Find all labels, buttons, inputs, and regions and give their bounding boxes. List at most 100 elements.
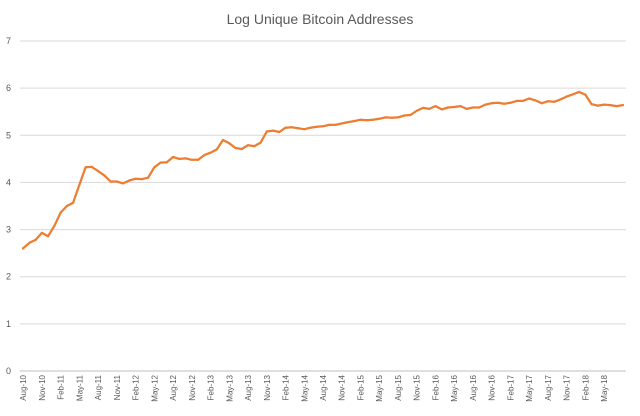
x-axis-ticks: Aug-10 Nov-10 Feb-11 May-11 Aug-11 Nov-11 Feb-… xyxy=(19,374,609,401)
data-point xyxy=(303,128,306,131)
data-point xyxy=(453,105,456,109)
data-point xyxy=(465,107,468,110)
x-tick-label: Feb-18 xyxy=(581,374,590,400)
x-tick-label: Feb-14 xyxy=(282,374,291,400)
y-tick-label: 5 xyxy=(6,130,11,140)
data-point xyxy=(403,114,406,117)
x-tick-label: Nov-14 xyxy=(338,374,347,400)
data-point xyxy=(234,146,237,150)
data-point xyxy=(565,95,568,98)
data-point xyxy=(315,125,318,128)
data-point xyxy=(78,183,81,186)
x-tick-label: Feb-15 xyxy=(356,374,365,400)
data-point xyxy=(471,106,474,109)
x-tick-label: Feb-16 xyxy=(431,374,440,400)
data-point xyxy=(459,105,462,108)
data-point xyxy=(540,102,543,105)
data-point xyxy=(159,161,162,164)
series-layer xyxy=(21,90,625,250)
data-point xyxy=(378,117,381,120)
data-point xyxy=(190,158,193,161)
x-tick-label: Feb-13 xyxy=(207,374,216,400)
y-tick-label: 0 xyxy=(6,366,11,376)
data-point xyxy=(490,102,493,105)
x-tick-label: Feb-12 xyxy=(132,374,141,400)
x-tick-label: Aug-15 xyxy=(394,374,403,400)
data-point xyxy=(103,174,106,177)
x-tick-label: Aug-14 xyxy=(319,374,328,400)
data-point xyxy=(178,157,181,160)
data-point xyxy=(296,127,300,130)
data-point xyxy=(97,170,100,173)
data-point xyxy=(590,103,593,106)
y-tick-label: 6 xyxy=(6,83,11,93)
data-point xyxy=(221,138,225,142)
y-axis-ticks: 0 1 2 3 4 5 6 7 xyxy=(6,36,11,376)
data-point xyxy=(446,106,449,109)
data-point xyxy=(615,105,618,108)
data-point xyxy=(53,224,56,227)
data-point xyxy=(253,145,256,148)
data-point xyxy=(184,157,187,160)
data-point xyxy=(409,113,412,117)
x-tick-label: May-11 xyxy=(75,374,84,401)
data-point xyxy=(84,166,87,169)
data-point xyxy=(528,97,531,100)
data-point xyxy=(546,100,550,103)
data-point xyxy=(478,106,481,109)
data-point xyxy=(147,176,150,179)
data-point xyxy=(509,101,512,104)
data-point xyxy=(578,90,581,93)
x-tick-label: Nov-16 xyxy=(488,374,497,400)
data-point xyxy=(553,100,556,103)
data-point xyxy=(415,109,418,112)
data-point xyxy=(390,116,393,119)
data-point xyxy=(384,116,387,119)
data-point xyxy=(559,98,562,101)
data-point xyxy=(246,144,250,147)
x-tick-label: Nov-12 xyxy=(188,374,197,400)
x-tick-label: Nov-15 xyxy=(413,374,422,400)
x-tick-label: Nov-10 xyxy=(38,374,47,400)
x-tick-label: Feb-11 xyxy=(57,374,66,399)
data-point xyxy=(203,154,206,157)
data-point xyxy=(571,93,575,96)
y-tick-label: 3 xyxy=(6,225,11,235)
data-point xyxy=(165,161,168,164)
x-tick-label: Nov-17 xyxy=(563,374,572,400)
data-point xyxy=(584,93,587,96)
data-point xyxy=(47,235,50,238)
gridlines xyxy=(20,40,626,372)
data-point xyxy=(434,105,437,108)
data-point xyxy=(215,148,218,151)
data-point xyxy=(290,126,293,129)
x-tick-label: May-16 xyxy=(450,374,459,401)
data-point xyxy=(484,103,487,106)
x-tick-label: Aug-17 xyxy=(544,374,553,400)
data-point xyxy=(321,125,325,128)
data-point xyxy=(371,118,375,121)
chart-title: Log Unique Bitcoin Addresses xyxy=(227,11,414,27)
x-tick-label: May-15 xyxy=(375,374,384,401)
data-point xyxy=(284,126,287,129)
y-tick-label: 2 xyxy=(6,272,11,282)
x-tick-label: May-13 xyxy=(225,374,234,401)
data-point xyxy=(28,241,31,244)
data-point xyxy=(596,104,600,107)
x-tick-label: Aug-13 xyxy=(244,374,253,400)
data-point xyxy=(59,211,62,214)
y-tick-label: 7 xyxy=(6,36,11,46)
data-point xyxy=(521,99,525,102)
x-tick-label: Nov-13 xyxy=(263,374,272,400)
data-point xyxy=(328,123,331,126)
data-point xyxy=(440,108,443,111)
data-point xyxy=(396,116,400,119)
data-point xyxy=(534,99,537,102)
data-point xyxy=(334,123,337,126)
data-point xyxy=(128,179,131,182)
data-point xyxy=(621,104,625,107)
data-point xyxy=(353,120,356,123)
x-tick-label: Aug-16 xyxy=(469,374,478,400)
x-tick-label: Aug-12 xyxy=(169,374,178,400)
data-point xyxy=(22,247,25,250)
